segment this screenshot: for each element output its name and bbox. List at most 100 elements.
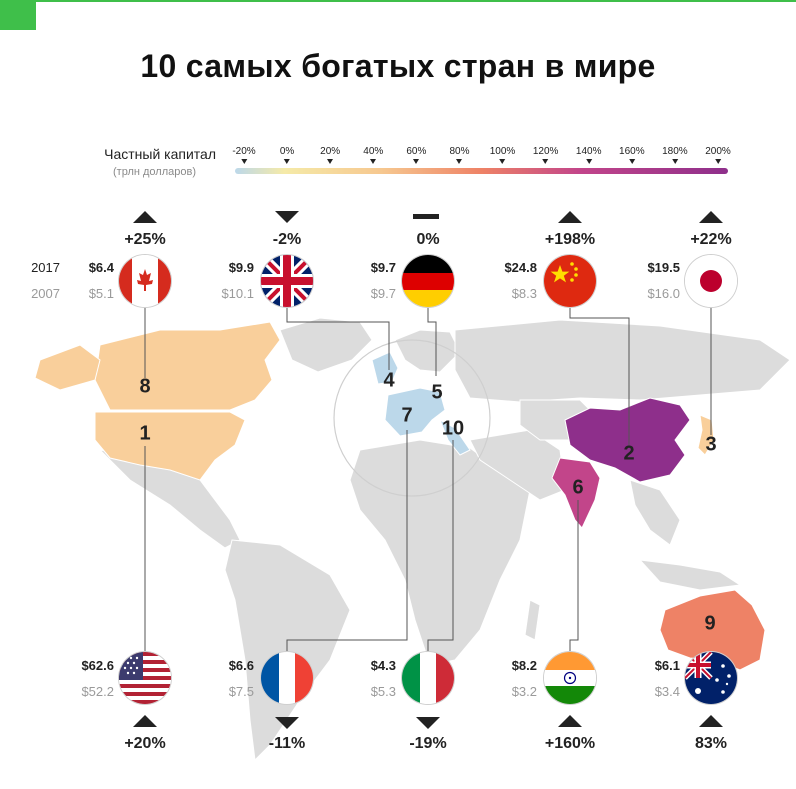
australia-value-2017: $6.1	[654, 658, 680, 673]
connector-india	[569, 500, 579, 652]
canada-up-arrow-icon	[133, 211, 157, 223]
usa-shape	[94, 411, 246, 481]
connector-china	[569, 306, 630, 446]
legend-label: Частный капитал	[104, 146, 216, 162]
japan-shape	[697, 414, 715, 456]
uk-flag-icon	[261, 255, 313, 307]
tick-triangle-icon	[499, 159, 506, 164]
legend-tick-label: 180%	[662, 146, 688, 157]
australia-value-2007: $3.4	[654, 684, 680, 699]
india-change: +160%	[544, 735, 596, 752]
alaska-us-shape	[34, 344, 101, 391]
legend-tick-label: -20%	[232, 146, 256, 157]
uk-change: -2%	[272, 231, 302, 248]
germany-flag-icon	[402, 255, 454, 307]
tick-triangle-icon	[585, 159, 592, 164]
rank-china: 2	[623, 442, 635, 465]
tick-triangle-icon	[456, 159, 463, 164]
legend-tick: 140%	[576, 146, 602, 164]
connector-italy	[427, 440, 454, 652]
legend-tick: 200%	[705, 146, 731, 164]
rank-france: 7	[401, 404, 413, 427]
legend-tick: 120%	[532, 146, 559, 164]
tick-triangle-icon	[413, 159, 420, 164]
canada-flag-icon	[119, 255, 171, 307]
southeast-asia-shape	[629, 479, 681, 546]
legend-tick-label: 20%	[320, 146, 341, 157]
legend-tick-label: 140%	[575, 146, 602, 157]
india-flag-icon	[544, 652, 596, 704]
connector-germany	[427, 306, 437, 376]
germany-value-2007: $9.7	[370, 286, 396, 301]
tick-triangle-icon	[327, 159, 334, 164]
legend-sublabel: (трлн долларов)	[113, 166, 196, 178]
tick-triangle-icon	[240, 159, 247, 164]
uk-value-2007: $10.1	[221, 286, 254, 301]
legend-tick: 20%	[320, 146, 340, 164]
rank-germany: 5	[431, 381, 443, 404]
canada-value-2017: $6.4	[88, 260, 114, 275]
china-flag-icon	[544, 255, 596, 307]
india-up-arrow-icon	[558, 715, 582, 727]
italy-value-2017: $4.3	[370, 658, 396, 673]
france-down-arrow-icon	[275, 717, 299, 729]
legend-tick: -20%	[232, 146, 256, 164]
scandinavia-shape	[394, 329, 461, 373]
europe-shape	[371, 351, 471, 456]
india-value-2007: $3.2	[511, 684, 537, 699]
legend-tick: 40%	[363, 146, 383, 164]
usa-flag-icon	[119, 652, 171, 704]
japan-up-arrow-icon	[699, 211, 723, 223]
tick-triangle-icon	[628, 159, 635, 164]
japan-change: +22%	[690, 231, 732, 248]
tick-triangle-icon	[714, 159, 721, 164]
usa-value-2007: $52.2	[81, 684, 114, 699]
china-value-2017: $24.8	[504, 260, 537, 275]
japan-value-2007: $16.0	[647, 286, 680, 301]
rank-uk: 4	[383, 369, 395, 392]
madagascar-shape	[524, 599, 541, 641]
usa-up-arrow-icon	[133, 715, 157, 727]
legend-tick-label: 120%	[532, 146, 559, 157]
legend-tick-label: 80%	[449, 146, 470, 157]
legend-tick: 180%	[662, 146, 688, 164]
germany-flat-bar-icon	[413, 214, 439, 219]
canada-value-2007: $5.1	[88, 286, 114, 301]
uk-value-2017: $9.9	[228, 260, 254, 275]
tick-triangle-icon	[370, 159, 377, 164]
legend-tick-label: 160%	[619, 146, 645, 157]
russia-shape	[454, 319, 791, 403]
connector-uk	[286, 306, 390, 370]
rank-usa: 1	[139, 422, 151, 445]
tick-triangle-icon	[284, 159, 291, 164]
china-change: +198%	[544, 231, 596, 248]
italy-change: -19%	[409, 735, 447, 752]
canada-change: +25%	[124, 231, 166, 248]
legend-tick-label: 60%	[406, 146, 427, 157]
canada-shape	[94, 321, 281, 411]
legend-tick: 100%	[489, 146, 516, 164]
rank-japan: 3	[705, 433, 717, 456]
india-value-2017: $8.2	[511, 658, 537, 673]
legend-tick: 60%	[406, 146, 426, 164]
uk-down-arrow-icon	[275, 211, 299, 223]
tick-triangle-icon	[542, 159, 549, 164]
connector-france	[286, 430, 408, 652]
year-label-2007-top: 2007	[31, 286, 60, 301]
year-label-2017-top: 2017	[31, 260, 60, 275]
europe-zoom-circle	[333, 339, 491, 497]
france-flag-icon	[261, 652, 313, 704]
rank-australia: 9	[704, 612, 716, 635]
legend-tick: 0%	[280, 146, 294, 164]
france-value-2017: $6.6	[228, 658, 254, 673]
legend-tick-label: 40%	[363, 146, 384, 157]
usa-value-2017: $62.6	[81, 658, 114, 673]
italy-down-arrow-icon	[416, 717, 440, 729]
china-up-arrow-icon	[558, 211, 582, 223]
italy-value-2007: $5.3	[370, 684, 396, 699]
rank-canada: 8	[139, 375, 151, 398]
legend-tick-label: 100%	[489, 146, 516, 157]
legend-gradient-bar	[235, 168, 728, 174]
legend-tick: 160%	[619, 146, 645, 164]
